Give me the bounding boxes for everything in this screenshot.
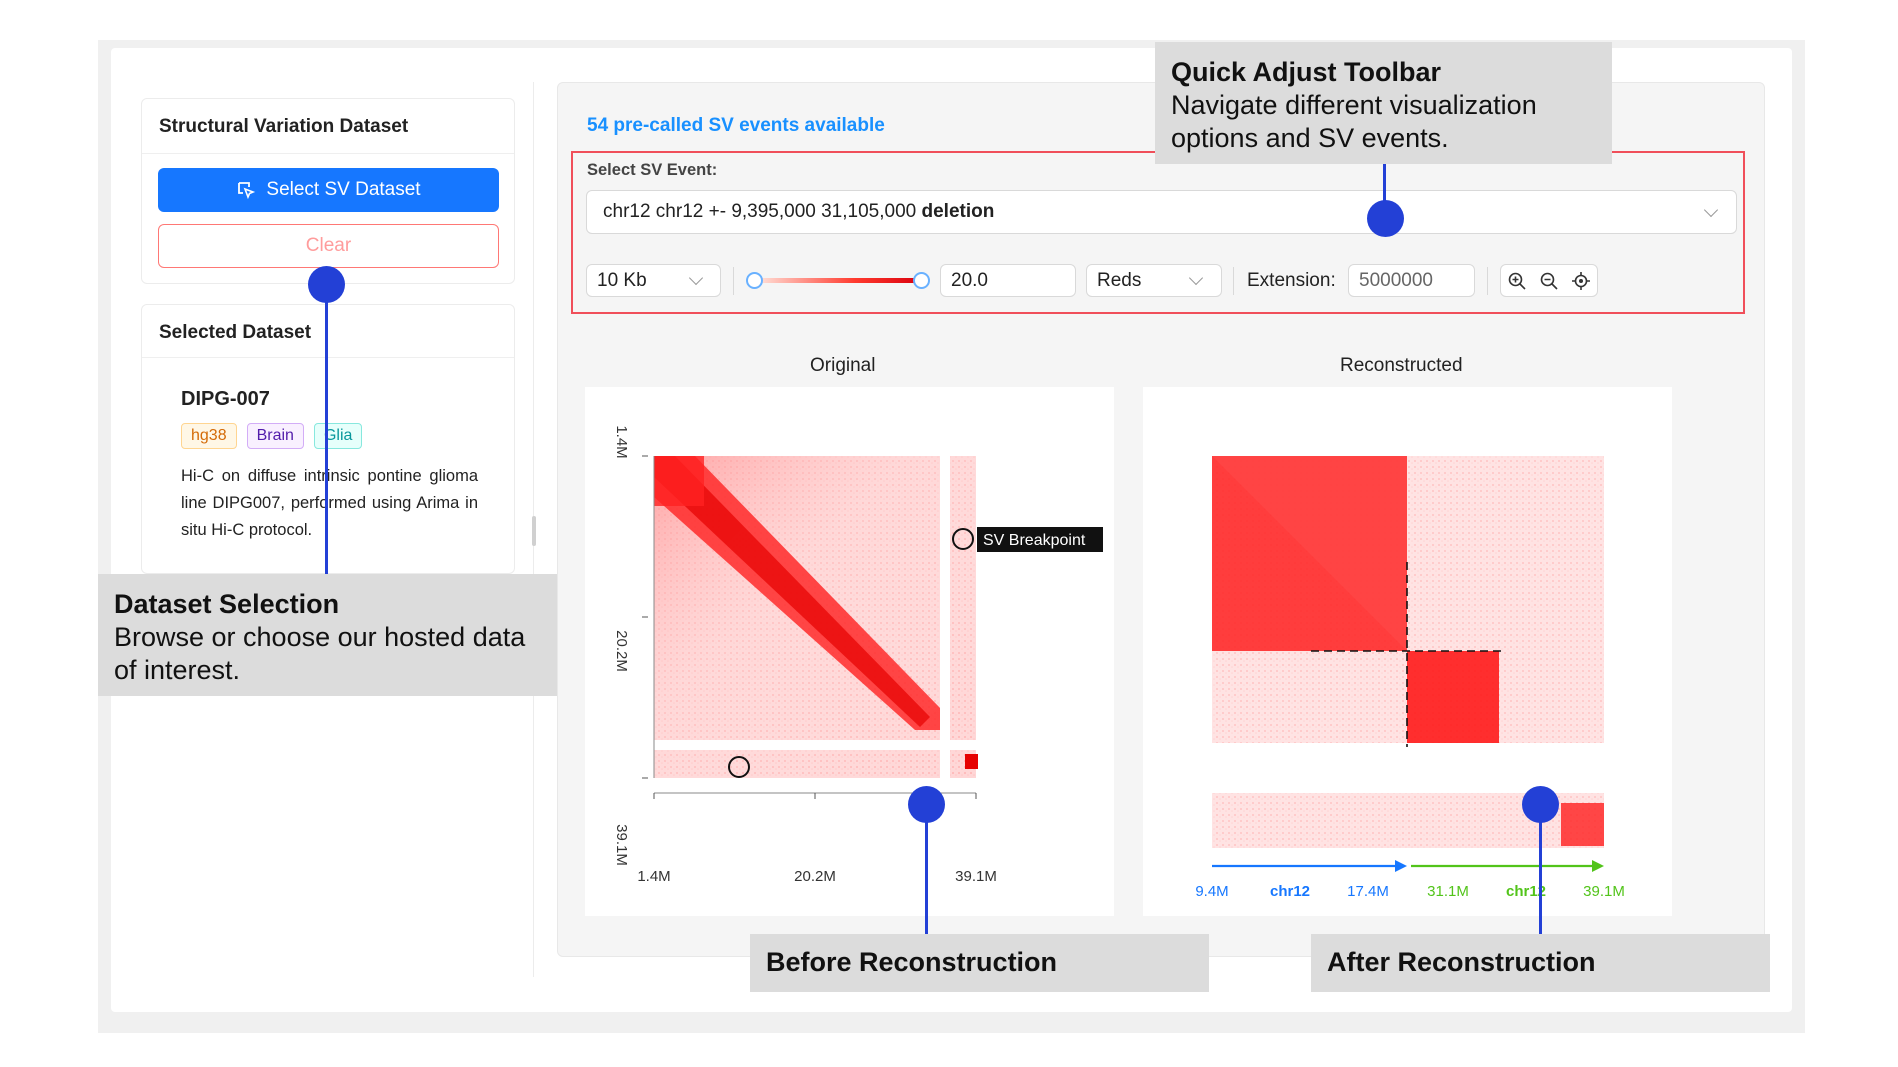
slider-handle-min[interactable] <box>746 272 763 289</box>
x-tick-label: 20.2M <box>794 868 836 885</box>
breakpoint-marker-upper[interactable] <box>952 528 974 550</box>
extension-value: 5000000 <box>1359 269 1433 291</box>
y-tick-label: 20.2M <box>613 630 630 672</box>
segment-1-end: 17.4M <box>1347 883 1389 900</box>
before-callout-title: Before Reconstruction <box>766 947 1058 977</box>
selected-dataset-card: Selected Dataset DIPG-007 hg38 Brain Gli… <box>141 304 515 574</box>
locate-icon[interactable] <box>1571 271 1591 291</box>
extension-input[interactable]: 5000000 <box>1348 264 1475 297</box>
segment-2-end: 39.1M <box>1583 883 1625 900</box>
chevron-down-icon <box>1188 270 1204 286</box>
events-available: 54 pre-called SV events available <box>587 115 885 136</box>
toolbar-callout-body: Navigate different visualization options… <box>1171 90 1537 153</box>
dataset-card-title: Structural Variation Dataset <box>159 116 409 137</box>
tag-tissue: Brain <box>246 423 304 449</box>
dataset-name: DIPG-007 <box>181 388 270 410</box>
segment-2-start: 31.1M <box>1427 883 1469 900</box>
after-callout-line <box>1539 806 1542 934</box>
breakpoint-marker-lower[interactable] <box>728 756 750 778</box>
dataset-callout-body: Browse or choose our hosted data of inte… <box>114 622 526 685</box>
colormap-select[interactable]: Reds <box>1086 264 1222 297</box>
resolution-select[interactable]: 10 Kb <box>586 264 721 297</box>
segment-arrow-2-head <box>1592 860 1604 872</box>
resize-handle[interactable] <box>532 516 536 546</box>
slider-value: 20.0 <box>951 269 988 291</box>
dataset-description: Hi-C on diffuse intrinsic pontine glioma… <box>181 467 478 539</box>
select-event-label: Select SV Event: <box>587 161 718 179</box>
toolbar-separator <box>1233 267 1234 295</box>
toolbar-callout-marker <box>1367 200 1404 237</box>
slider-track <box>754 278 922 283</box>
sv-event-select[interactable]: chr12 chr12 +- 9,395,000 31,105,000 dele… <box>586 190 1737 234</box>
before-callout-marker <box>908 786 945 823</box>
slider-handle-max[interactable] <box>913 272 930 289</box>
toolbar-separator <box>1487 267 1488 295</box>
sv-event-text: chr12 chr12 +- 9,395,000 31,105,000 dele… <box>603 201 994 223</box>
toolbar-callout-title: Quick Adjust Toolbar <box>1171 57 1442 87</box>
segment-2-chrom: chr12 <box>1506 883 1546 900</box>
chevron-down-icon <box>1703 202 1719 218</box>
chevron-down-icon <box>688 270 704 286</box>
selected-dataset-title: Selected Dataset <box>159 322 312 343</box>
y-tick-label: 1.4M <box>613 425 630 458</box>
recon-gap-row <box>1212 743 1604 793</box>
x-tick-label: 1.4M <box>637 868 670 885</box>
select-sv-dataset-label: Select SV Dataset <box>266 179 421 200</box>
after-callout: After Reconstruction <box>1311 934 1770 992</box>
slider-value-input[interactable]: 20.0 <box>940 264 1076 297</box>
sv-event-type: deletion <box>921 201 995 222</box>
dataset-card: Structural Variation Dataset Select SV D… <box>141 98 515 284</box>
colormap-value: Reds <box>1097 269 1142 291</box>
zoom-toolbar <box>1500 264 1598 297</box>
breakpoint-label: SV Breakpoint <box>983 532 1086 549</box>
toolbar-separator <box>733 267 734 295</box>
toolbar-callout: Quick Adjust Toolbar Navigate different … <box>1155 42 1612 164</box>
sv-event-coordinates: chr12 chr12 +- 9,395,000 31,105,000 <box>603 201 917 222</box>
reconstructed-plot: 9.4M chr12 17.4M 31.1M chr12 39.1M <box>1143 387 1672 916</box>
resolution-value: 10 Kb <box>597 269 647 291</box>
segment-1-start: 9.4M <box>1195 883 1228 900</box>
dataset-callout-marker <box>308 266 345 303</box>
original-plot: 1.4M 20.2M 39.1M 1.4M 20.2M 39.1M SV Bre… <box>585 387 1114 916</box>
recon-block-edge <box>1212 456 1407 651</box>
y-tick-label: 39.1M <box>613 824 630 866</box>
extension-label: Extension: <box>1247 270 1336 291</box>
breakpoint-label-bg <box>977 527 1103 552</box>
before-callout-line <box>925 806 928 934</box>
tag-assembly: hg38 <box>181 423 237 449</box>
heatmap-diagonal-core <box>654 456 930 727</box>
reconstructed-heatmap-svg[interactable]: 9.4M chr12 17.4M 31.1M chr12 39.1M <box>1143 387 1672 916</box>
original-title: Original <box>810 355 876 376</box>
zoom-in-icon[interactable] <box>1507 271 1527 291</box>
x-tick-label: 39.1M <box>955 868 997 885</box>
intensity-slider[interactable] <box>746 270 930 292</box>
dataset-callout-title: Dataset Selection <box>114 589 340 619</box>
after-callout-marker <box>1522 786 1559 823</box>
recon-block-segment-2 <box>1407 651 1499 743</box>
dataset-tags: hg38 Brain Glia <box>181 423 363 449</box>
zoom-out-icon[interactable] <box>1539 271 1559 291</box>
card-divider <box>142 357 514 358</box>
recon-tail-block <box>1561 803 1604 846</box>
card-divider <box>142 153 514 154</box>
toolbar-callout-line <box>1383 164 1386 220</box>
select-sv-dataset-button[interactable]: Select SV Dataset <box>158 168 499 212</box>
tag-cell-type: Glia <box>313 423 363 449</box>
dataset-callout-line <box>325 286 328 574</box>
dataset-callout: Dataset Selection Browse or choose our h… <box>98 574 557 696</box>
before-callout: Before Reconstruction <box>750 934 1209 992</box>
segment-arrow-1-head <box>1395 860 1407 872</box>
reconstructed-title: Reconstructed <box>1340 355 1463 376</box>
segment-1-chrom: chr12 <box>1270 883 1310 900</box>
original-heatmap-svg[interactable]: 1.4M 20.2M 39.1M 1.4M 20.2M 39.1M SV Bre… <box>585 387 1114 916</box>
heatmap-tail-block <box>965 754 978 769</box>
heatmap-block <box>654 456 704 506</box>
after-callout-title: After Reconstruction <box>1327 947 1596 977</box>
clear-button[interactable]: Clear <box>158 224 499 268</box>
select-icon <box>238 182 256 200</box>
